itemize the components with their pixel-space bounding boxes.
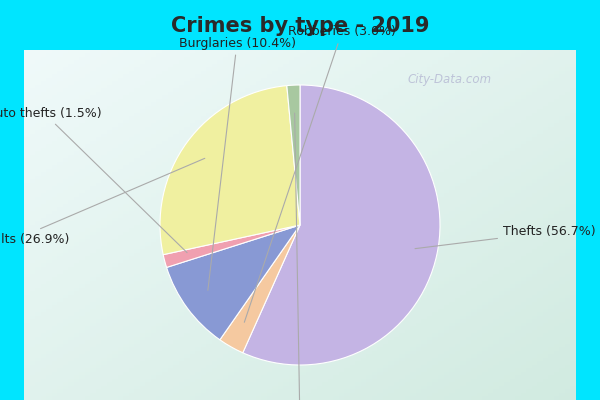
Wedge shape bbox=[287, 85, 300, 225]
Text: Rapes (1.5%): Rapes (1.5%) bbox=[258, 113, 342, 400]
Text: City-Data.com: City-Data.com bbox=[408, 74, 492, 86]
Text: Burglaries (10.4%): Burglaries (10.4%) bbox=[179, 36, 296, 290]
Wedge shape bbox=[163, 225, 300, 268]
Wedge shape bbox=[243, 85, 440, 365]
Text: Robberies (3.0%): Robberies (3.0%) bbox=[244, 25, 396, 322]
Text: Crimes by type - 2019: Crimes by type - 2019 bbox=[171, 16, 429, 36]
Wedge shape bbox=[160, 86, 300, 255]
Wedge shape bbox=[220, 225, 300, 353]
Text: Auto thefts (1.5%): Auto thefts (1.5%) bbox=[0, 106, 187, 253]
Text: Thefts (56.7%): Thefts (56.7%) bbox=[415, 226, 596, 249]
Text: Assaults (26.9%): Assaults (26.9%) bbox=[0, 158, 205, 246]
Wedge shape bbox=[167, 225, 300, 340]
